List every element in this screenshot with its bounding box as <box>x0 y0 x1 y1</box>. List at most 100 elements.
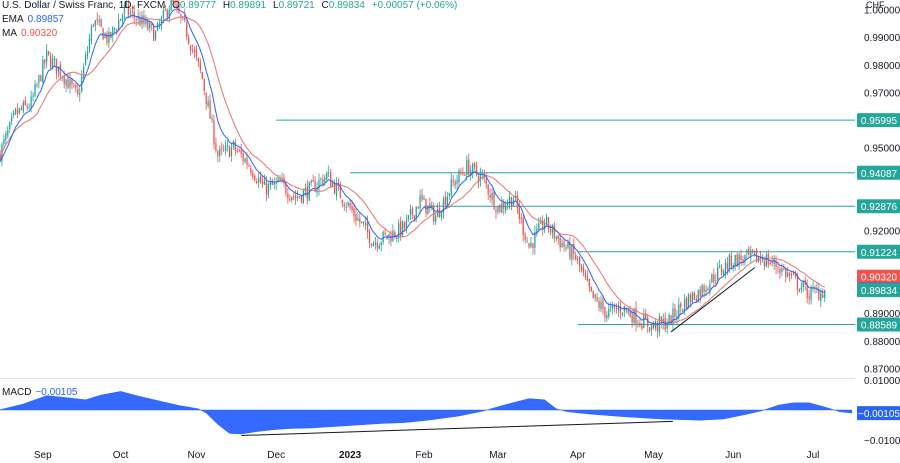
level-badge <box>857 244 900 259</box>
candle-body <box>390 235 392 242</box>
candle-body <box>682 309 684 311</box>
symbol-legend[interactable]: U.S. Dollar / Swiss Franc, 1D, FXCM O0.8… <box>2 0 457 11</box>
candle-body <box>699 289 701 297</box>
candle-body <box>816 289 818 291</box>
candle-body <box>347 202 349 206</box>
trendlines[interactable] <box>670 267 755 333</box>
candle-body <box>154 31 157 40</box>
candle-body <box>740 255 742 260</box>
candle-body <box>46 50 48 62</box>
candle-body <box>565 247 567 249</box>
candle-body <box>637 323 639 326</box>
candle-body <box>341 199 343 204</box>
time-tick: Feb <box>415 450 433 461</box>
candle-body <box>584 273 587 278</box>
candle-body <box>330 172 332 187</box>
candle-body <box>442 198 445 213</box>
time-tick: Jul <box>807 450 820 461</box>
macd-tick: −0.01000 <box>864 436 900 447</box>
candle-body <box>518 207 520 219</box>
candle-body <box>802 282 804 288</box>
candle-body <box>405 219 408 228</box>
candle-body <box>790 274 793 276</box>
candle-body <box>773 259 775 265</box>
macd-label: MACD <box>2 387 32 398</box>
price-axis[interactable]: 1.00000 0.99000 0.98000 0.97000 0.95000 0.920… <box>864 0 900 375</box>
candle-body <box>777 267 779 269</box>
candle-body <box>411 208 413 216</box>
ma-legend[interactable]: MA 0.90320 <box>2 28 57 39</box>
ema-line <box>0 8 825 326</box>
time-axis[interactable]: Sep Oct Nov Dec 2023 Feb Mar Apr May Jun Jul <box>34 450 820 461</box>
candle-body <box>719 265 721 268</box>
candle-body <box>172 0 174 3</box>
support-trendline[interactable] <box>670 267 755 333</box>
candle-body <box>798 288 801 292</box>
candle-body <box>522 217 524 235</box>
candle-body <box>670 315 672 326</box>
candle-body <box>205 92 207 105</box>
candle-body <box>302 190 305 204</box>
candle-body <box>133 11 135 18</box>
ema-value: 0.89857 <box>27 14 64 25</box>
candle-body <box>372 243 375 247</box>
candle-body <box>586 276 589 281</box>
candle-body <box>310 181 312 183</box>
candle-body <box>423 197 425 200</box>
candle-body <box>153 26 155 42</box>
candle-body <box>67 78 69 89</box>
candle-body <box>470 170 472 177</box>
candle-body <box>503 201 505 209</box>
candle-body <box>273 181 275 185</box>
candle-body <box>693 292 696 300</box>
candle-body <box>787 272 789 277</box>
candle-body <box>621 312 624 315</box>
candle-body <box>22 102 24 112</box>
candle-body <box>421 194 423 200</box>
candle-body <box>818 289 820 300</box>
candle-body <box>810 288 812 300</box>
candle-body <box>647 317 649 327</box>
candle-body <box>331 182 334 186</box>
candle-body <box>501 203 503 213</box>
candle-body <box>701 284 703 296</box>
candle-body <box>77 89 79 95</box>
candle-body <box>28 107 30 109</box>
close-label: C <box>321 0 329 11</box>
candle-body <box>219 148 221 156</box>
candle-body <box>569 242 571 259</box>
candle-body <box>468 159 470 176</box>
level-badge-text: 0.92876 <box>861 202 898 213</box>
candle-body <box>287 193 289 198</box>
macd-badge-text: −0.00105 <box>858 409 900 420</box>
time-tick: May <box>644 450 663 461</box>
candle-body <box>633 308 635 324</box>
low-label: L <box>273 0 279 11</box>
macd-value: −0.00105 <box>35 387 78 398</box>
candle-body <box>680 303 682 308</box>
candle-body <box>547 217 550 230</box>
candle-body <box>104 33 106 38</box>
candle-body <box>44 59 46 64</box>
candle-body <box>779 269 781 274</box>
candle-body <box>151 24 153 26</box>
candle-body <box>36 84 38 86</box>
candle-body <box>349 202 351 208</box>
ema-legend[interactable]: EMA 0.89857 <box>2 14 64 25</box>
candle-body <box>485 179 487 185</box>
candle-body <box>577 258 579 260</box>
macd-legend[interactable]: MACD −0.00105 <box>2 387 77 398</box>
horizontal-levels[interactable] <box>276 119 855 326</box>
candle-body <box>224 145 227 152</box>
candle-body <box>195 49 198 57</box>
candle-body <box>328 172 330 174</box>
candle-body <box>746 250 748 254</box>
candle-body <box>822 294 824 298</box>
candle-body <box>489 194 491 198</box>
macd-divergence-line[interactable] <box>241 420 673 436</box>
candle-body <box>116 30 118 32</box>
candle-body <box>380 242 382 245</box>
candle-body <box>604 307 606 317</box>
candle-body <box>400 221 402 236</box>
